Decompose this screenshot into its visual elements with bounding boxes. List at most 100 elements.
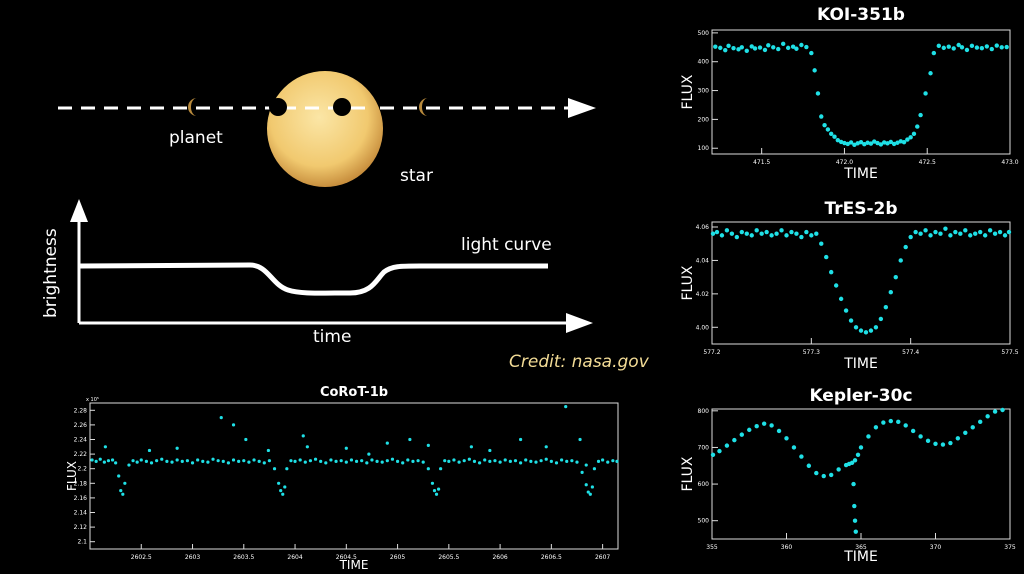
- corot-data-point: [175, 458, 179, 462]
- kepler-data-point: [821, 473, 826, 479]
- corot-data-point: [592, 467, 597, 471]
- tres-data-point: [848, 318, 854, 323]
- koi-data-point: [974, 45, 980, 50]
- kepler-x-tick-label: 370: [930, 544, 942, 551]
- corot-data-point: [436, 487, 441, 491]
- koi-data-point: [852, 142, 857, 147]
- corot-data-point: [467, 457, 471, 461]
- corot-data-point: [575, 460, 579, 464]
- kepler-data-point: [814, 470, 819, 476]
- light-curve-label: light curve: [461, 235, 552, 255]
- kepler-data-point: [829, 472, 834, 478]
- corot-y-tick-label: 2.1: [77, 539, 87, 546]
- koi-data-point: [812, 68, 817, 73]
- kepler-data-point: [866, 434, 871, 439]
- corot-data-point: [308, 459, 313, 463]
- tres-data-point: [843, 308, 849, 313]
- corot-data-point: [170, 460, 174, 464]
- tres-data-point: [908, 234, 913, 240]
- tres-data-point: [858, 328, 864, 333]
- kepler-y-tick-label: 500: [698, 518, 710, 525]
- tres-data-point: [933, 229, 938, 235]
- tres-data-point: [873, 325, 879, 330]
- corot-data-point: [303, 460, 307, 464]
- corot-data-point: [139, 458, 143, 462]
- tres-data-point: [868, 328, 874, 333]
- tres-data-point: [824, 254, 829, 260]
- tres-data-point: [799, 234, 804, 240]
- tres-data-point: [953, 229, 958, 235]
- tres-y-tick-label: 4.06: [696, 224, 710, 231]
- corot-data-point: [586, 490, 590, 494]
- corot-data-point: [601, 458, 605, 462]
- koi-data-point: [868, 141, 874, 146]
- corot-data-point: [615, 459, 619, 463]
- corot-y-tick-label: 2.12: [74, 524, 88, 531]
- koi-y-tick-label: 400: [698, 59, 710, 66]
- corot-x-tick-label: 2604: [287, 554, 302, 561]
- tres-data-point: [734, 234, 740, 240]
- koi-data-point: [895, 140, 900, 145]
- koi-data-point: [901, 139, 907, 145]
- corot-data-point: [452, 458, 456, 462]
- tres-data-point: [774, 231, 779, 236]
- corot-data-point: [519, 461, 523, 465]
- koi-data-point: [959, 45, 965, 50]
- corot-data-point: [175, 446, 179, 450]
- koi-data-point: [749, 44, 754, 49]
- tres-data-point: [714, 229, 720, 235]
- koi-plot-frame: [711, 29, 1011, 155]
- koi-data-point: [794, 46, 799, 51]
- tres-data-point: [978, 229, 983, 235]
- corot-x-tick-label: 2606.5: [541, 554, 562, 561]
- corot-data-point: [430, 481, 435, 485]
- tres-data-point: [958, 231, 963, 236]
- tres-data-point: [794, 231, 799, 236]
- corot-data-point: [457, 460, 461, 464]
- kepler-data-point: [852, 518, 858, 523]
- credit-text: Credit: nasa.gov: [509, 352, 650, 372]
- koi-data-point: [780, 41, 786, 47]
- corot-data-point: [462, 459, 466, 463]
- koi-data-point: [878, 142, 884, 147]
- corot-data-point: [565, 459, 569, 463]
- kepler-data-point: [978, 419, 983, 425]
- time-label: time: [313, 327, 351, 347]
- corot-data-point: [147, 448, 152, 453]
- corot-data-point: [185, 459, 189, 463]
- kepler-title: Kepler-30c: [809, 386, 912, 406]
- orbit-arrowhead: [568, 98, 596, 118]
- light-curve-line: [79, 262, 548, 296]
- kepler-data-point: [784, 436, 789, 441]
- tres-x-tick-label: 577.2: [703, 349, 720, 356]
- corot-y-axis-label: FLUX: [65, 461, 79, 491]
- corot-data-point: [570, 459, 574, 463]
- corot-data-point: [584, 463, 588, 467]
- koi-data-point: [736, 47, 741, 52]
- corot-data-point: [98, 457, 102, 461]
- tres-plot: TrES-2b 577.2 577.3 577.4 577.5 4.00 4.02 4.04 4…: [680, 199, 1019, 372]
- corot-data-point: [564, 405, 568, 409]
- koi-data-point: [989, 46, 994, 52]
- kepler-data-point: [903, 423, 908, 428]
- koi-data-point: [918, 112, 923, 118]
- tres-data-point: [938, 231, 943, 236]
- koi-x-tick-label: 472.0: [836, 159, 853, 166]
- tres-data-point: [878, 316, 884, 322]
- corot-data-point: [385, 441, 389, 445]
- corot-plot: CoRoT-1b 2602.5 2603 2603.5 2604 2604.5 2605 26…: [65, 385, 619, 572]
- tres-y-tick-label: 4.00: [696, 324, 710, 331]
- koi-data-point: [1004, 44, 1009, 50]
- tres-data-point: [997, 229, 1003, 235]
- koi-data-point: [936, 43, 942, 49]
- kepler-data-point: [955, 436, 961, 441]
- tres-data-point: [888, 289, 893, 295]
- corot-plot-frame: [89, 402, 619, 550]
- tres-data-point: [754, 228, 759, 233]
- planet-label: planet: [169, 128, 223, 148]
- koi-y-tick-label: 500: [698, 30, 710, 37]
- corot-data-point: [277, 481, 281, 485]
- corot-data-point: [508, 459, 512, 463]
- corot-data-point: [334, 459, 338, 463]
- corot-data-point: [580, 470, 584, 474]
